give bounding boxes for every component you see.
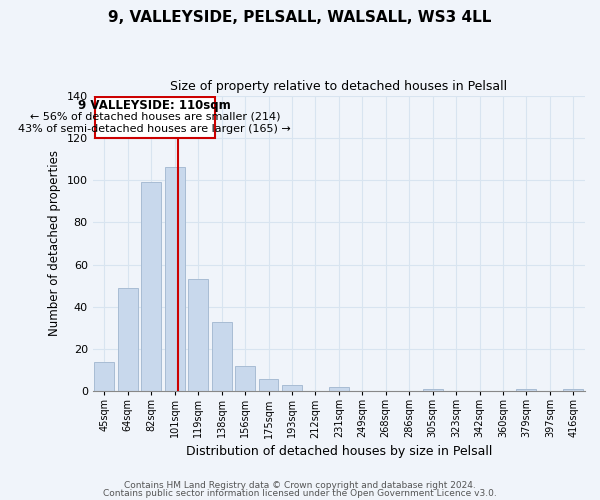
- Bar: [94, 362, 115, 391]
- Bar: [422, 389, 443, 391]
- Bar: [235, 366, 255, 391]
- X-axis label: Distribution of detached houses by size in Pelsall: Distribution of detached houses by size …: [185, 444, 492, 458]
- Bar: [563, 389, 583, 391]
- Title: Size of property relative to detached houses in Pelsall: Size of property relative to detached ho…: [170, 80, 508, 93]
- FancyBboxPatch shape: [95, 96, 215, 138]
- Bar: [212, 322, 232, 391]
- Bar: [142, 182, 161, 391]
- Text: 9, VALLEYSIDE, PELSALL, WALSALL, WS3 4LL: 9, VALLEYSIDE, PELSALL, WALSALL, WS3 4LL: [109, 10, 491, 25]
- Text: Contains public sector information licensed under the Open Government Licence v3: Contains public sector information licen…: [103, 488, 497, 498]
- Bar: [517, 389, 536, 391]
- Bar: [259, 378, 278, 391]
- Bar: [165, 168, 185, 391]
- Bar: [118, 288, 138, 391]
- Y-axis label: Number of detached properties: Number of detached properties: [48, 150, 61, 336]
- Bar: [282, 385, 302, 391]
- Bar: [329, 387, 349, 391]
- Text: 43% of semi-detached houses are larger (165) →: 43% of semi-detached houses are larger (…: [19, 124, 291, 134]
- Text: ← 56% of detached houses are smaller (214): ← 56% of detached houses are smaller (21…: [29, 112, 280, 122]
- Bar: [188, 280, 208, 391]
- Text: Contains HM Land Registry data © Crown copyright and database right 2024.: Contains HM Land Registry data © Crown c…: [124, 481, 476, 490]
- Text: 9 VALLEYSIDE: 110sqm: 9 VALLEYSIDE: 110sqm: [79, 98, 231, 112]
